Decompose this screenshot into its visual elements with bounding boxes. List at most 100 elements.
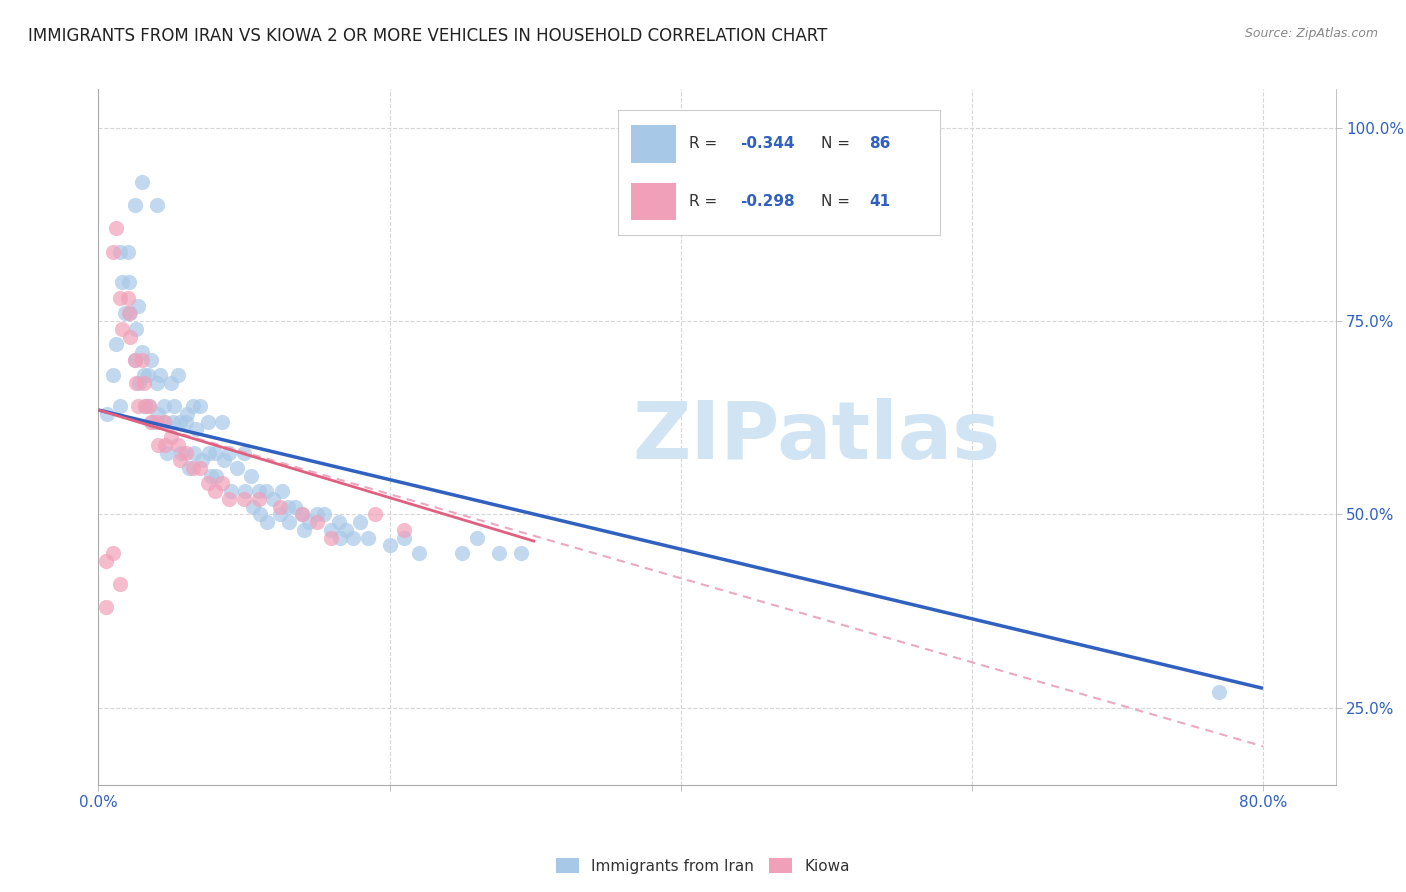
Point — [134, 399, 156, 413]
Point — [110, 577, 132, 591]
Point — [153, 415, 176, 429]
Text: Source: ZipAtlas.com: Source: ZipAtlas.com — [1244, 27, 1378, 40]
Point — [174, 445, 197, 459]
Bar — [631, 183, 676, 220]
Point — [155, 438, 177, 452]
Text: N =: N = — [821, 194, 855, 209]
Text: IMMIGRANTS FROM IRAN VS KIOWA 2 OR MORE VEHICLES IN HOUSEHOLD CORRELATION CHART: IMMIGRANTS FROM IRAN VS KIOWA 2 OR MORE … — [28, 27, 828, 45]
Point — [1208, 685, 1230, 699]
Point — [155, 415, 177, 429]
Point — [127, 399, 149, 413]
Point — [110, 291, 132, 305]
Point — [145, 198, 167, 212]
Point — [312, 508, 335, 522]
Text: 41: 41 — [869, 194, 890, 209]
Point — [392, 531, 415, 545]
Point — [378, 538, 401, 552]
Point — [197, 476, 219, 491]
Point — [101, 546, 124, 560]
Point — [211, 415, 233, 429]
Point — [262, 491, 284, 506]
Point — [233, 445, 256, 459]
Point — [488, 546, 510, 560]
Point — [254, 484, 277, 499]
Point — [211, 476, 233, 491]
Point — [167, 438, 190, 452]
Point — [138, 399, 160, 413]
Point — [240, 468, 263, 483]
Point — [170, 445, 193, 459]
Point — [181, 399, 204, 413]
Point — [96, 407, 118, 421]
Point — [292, 523, 315, 537]
Point — [465, 531, 488, 545]
Point — [120, 329, 142, 343]
Point — [270, 484, 292, 499]
Point — [117, 291, 139, 305]
Point — [408, 546, 430, 560]
Point — [118, 276, 141, 290]
Point — [188, 399, 211, 413]
Point — [117, 244, 139, 259]
Text: -0.298: -0.298 — [741, 194, 794, 209]
Point — [204, 445, 226, 459]
Point — [127, 299, 149, 313]
Point — [198, 445, 221, 459]
Point — [181, 461, 204, 475]
Text: 86: 86 — [869, 136, 890, 152]
Point — [110, 399, 132, 413]
Point — [139, 352, 162, 367]
Point — [218, 445, 240, 459]
Point — [269, 500, 291, 514]
Point — [131, 175, 153, 189]
Bar — [631, 125, 676, 162]
Point — [509, 546, 531, 560]
Point — [163, 399, 186, 413]
Point — [124, 198, 146, 212]
Point — [183, 445, 205, 459]
Point — [110, 244, 132, 259]
Point — [120, 306, 142, 320]
Point — [169, 453, 191, 467]
Point — [176, 407, 198, 421]
Point — [125, 322, 148, 336]
Point — [111, 322, 134, 336]
Point — [218, 491, 240, 506]
Point — [321, 531, 343, 545]
Point — [225, 461, 247, 475]
Point — [298, 515, 321, 529]
Point — [200, 468, 222, 483]
Point — [131, 345, 153, 359]
Point — [284, 500, 307, 514]
Point — [392, 523, 415, 537]
Legend: Immigrants from Iran, Kiowa: Immigrants from Iran, Kiowa — [550, 852, 856, 880]
Point — [329, 531, 352, 545]
Point — [235, 484, 257, 499]
Point — [125, 376, 148, 390]
Point — [145, 376, 167, 390]
Point — [132, 368, 155, 383]
Point — [242, 500, 264, 514]
Point — [188, 461, 211, 475]
Point — [94, 600, 117, 615]
Point — [136, 368, 159, 383]
Point — [364, 508, 387, 522]
Point — [156, 445, 179, 459]
Point — [451, 546, 474, 560]
Point — [328, 515, 350, 529]
Point — [256, 515, 278, 529]
Point — [205, 468, 228, 483]
Point — [204, 484, 226, 499]
Point — [101, 244, 124, 259]
Point — [249, 508, 271, 522]
Point — [291, 508, 314, 522]
Point — [139, 415, 162, 429]
Point — [219, 484, 242, 499]
Point — [160, 376, 183, 390]
Point — [114, 306, 136, 320]
Point — [124, 352, 146, 367]
Point — [167, 368, 190, 383]
Point — [124, 352, 146, 367]
Point — [269, 508, 291, 522]
Point — [94, 554, 117, 568]
